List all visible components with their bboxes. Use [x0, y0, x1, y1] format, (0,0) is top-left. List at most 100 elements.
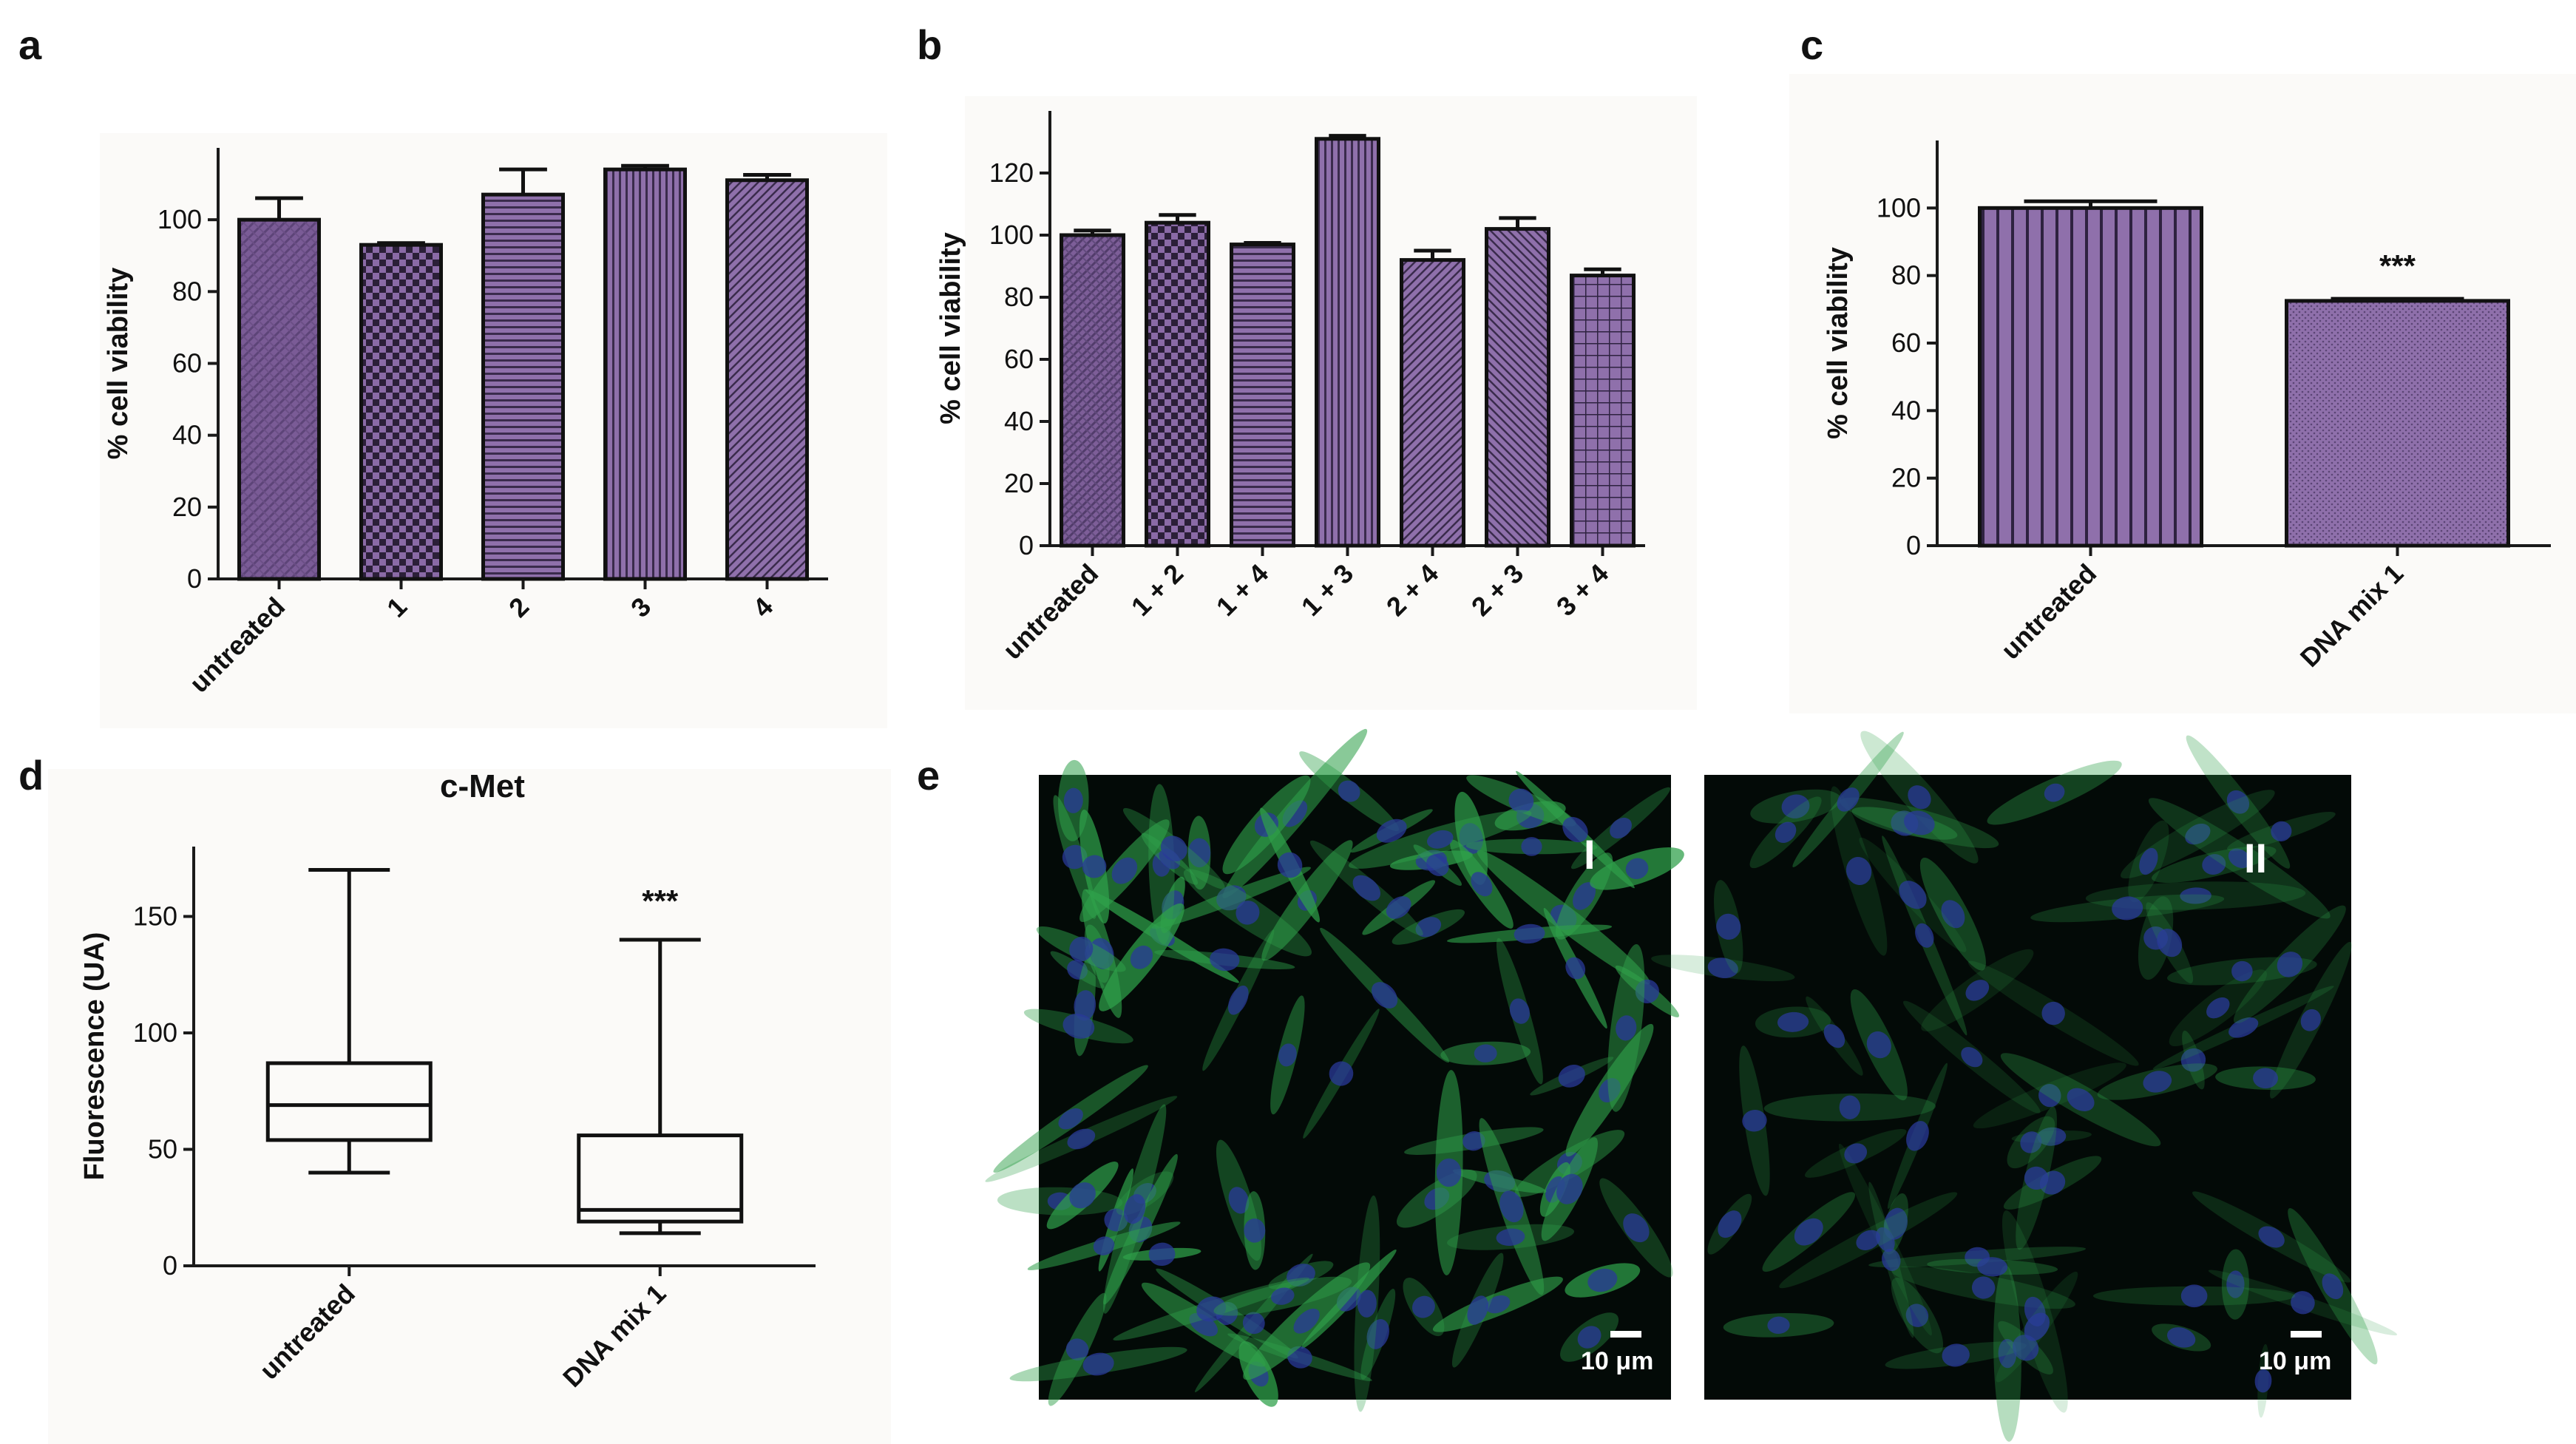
cell-nucleus [1742, 1110, 1767, 1132]
cell-nucleus [1823, 1024, 1845, 1048]
cell-nucleus [2253, 1068, 2279, 1089]
cell-nucleus [1366, 1319, 1389, 1349]
cell-nucleus [2024, 1166, 2049, 1190]
cell-nucleus [1216, 885, 1247, 911]
cell-nucleus [1277, 852, 1303, 878]
cell-nucleus [1069, 936, 1094, 962]
cell-nucleus [2143, 1071, 2172, 1093]
micrograph-1-cells [985, 728, 1684, 1412]
chart-b-bar-2 [1230, 243, 1295, 548]
cell-nucleus [2254, 1369, 2272, 1393]
cell-nucleus [2291, 1291, 2315, 1315]
cell-nucleus [1562, 816, 1588, 843]
cell-nucleus [2067, 1088, 2095, 1111]
cell-nucleus [1965, 980, 1990, 1001]
cell-nucleus [1856, 1230, 1881, 1250]
cell-nucleus [1839, 1095, 1861, 1119]
chart-a-y-tick-label: 20 [172, 492, 202, 522]
cell-nucleus [1148, 1242, 1176, 1267]
micrograph-1-label: I [1584, 831, 1596, 878]
chart-b-y-tick-label: 40 [1004, 406, 1034, 436]
chart-b-bar-1 [1145, 220, 1210, 548]
chart-a-y-tick-label: 60 [172, 348, 202, 379]
micrograph-1-scale-text: 10 μm [1581, 1347, 1653, 1375]
chart-b-y-tick-label: 20 [1004, 468, 1034, 498]
cell-nucleus [1338, 780, 1360, 802]
cell-nucleus [1716, 913, 1741, 940]
cell-nucleus [2180, 1048, 2206, 1072]
chart-a-bar-3 [603, 167, 687, 581]
chart-a-y-label: % cell viability [103, 268, 134, 460]
panel-letter-b: b [917, 21, 942, 68]
cell-nucleus [2112, 896, 2143, 921]
chart-a-bar-0 [237, 217, 321, 581]
panel-letter-a: a [18, 21, 42, 68]
chart-a-bar-1 [359, 243, 443, 581]
cell-nucleus [1942, 1343, 1970, 1367]
cell-nucleus [2166, 1327, 2196, 1348]
cell-nucleus [1352, 875, 1381, 901]
cell-nucleus [1556, 1173, 1583, 1204]
chart-a-y-tick-label: 80 [172, 276, 202, 306]
cell-nucleus [1521, 837, 1542, 856]
cell-nucleus [1371, 982, 1398, 1009]
cell-nucleus [1845, 856, 1872, 886]
chart-c-bar-0 [1978, 206, 2203, 548]
chart-d-y-label: Fluorescence (UA) [79, 932, 110, 1181]
cell-nucleus [1196, 1296, 1227, 1322]
micrograph-2-scale-text: 10 μm [2259, 1347, 2331, 1375]
cell-nucleus [1329, 1061, 1354, 1086]
cell-nucleus [2271, 821, 2292, 841]
cell-nucleus [1908, 785, 1931, 810]
cell-nucleus [2185, 823, 2211, 845]
cell-nucleus [2012, 1335, 2039, 1361]
cell-nucleus [1236, 901, 1260, 925]
cell-nucleus [1573, 882, 1596, 910]
cell-nucleus [2258, 1226, 2285, 1248]
panel-letter-e: e [917, 752, 940, 799]
cell-nucleus [2139, 847, 2158, 875]
chart-c-y-tick-label: 100 [1877, 192, 1921, 223]
cell-nucleus [1794, 1218, 1823, 1246]
cell-nucleus [1271, 1287, 1295, 1305]
cell-nucleus [1625, 858, 1649, 880]
micrograph-1: I 10 μm [985, 728, 1684, 1412]
cell-nucleus [1426, 854, 1449, 876]
cell-nucleus [2322, 1273, 2344, 1300]
chart-c-y-label: % cell viability [1823, 247, 1854, 439]
cell-nucleus [1415, 917, 1442, 938]
cell-nucleus [1587, 1268, 1618, 1292]
chart-b-bar-4 [1400, 258, 1465, 548]
cell-nucleus [2228, 848, 2251, 869]
cell-nucleus [1093, 1236, 1115, 1255]
chart-c-y-tick-label: 60 [1891, 328, 1921, 358]
cell-nucleus [1130, 945, 1153, 969]
cell-nucleus [2157, 929, 2183, 957]
cell-nucleus [1471, 872, 1493, 897]
micrograph-2-cells [1651, 731, 2398, 1442]
cell-nucleus [1915, 923, 1934, 948]
cell-nucleus [1610, 817, 1632, 839]
cell-nucleus [1971, 1276, 1996, 1299]
cell-nucleus [1941, 900, 1965, 929]
chart-d-significance: *** [642, 884, 679, 918]
chart-c-bar-1 [2285, 299, 2510, 548]
cell-nucleus [1866, 1031, 1891, 1059]
cell-nucleus [1123, 1194, 1146, 1224]
cell-nucleus [1577, 1326, 1601, 1349]
cell-nucleus [2228, 1017, 2259, 1038]
cell-nucleus [1227, 986, 1249, 1015]
chart-a-bar-4 [725, 178, 809, 581]
chart-b-y-tick-label: 0 [1019, 530, 1034, 560]
cell-nucleus [1436, 1158, 1462, 1187]
cell-nucleus [1616, 1015, 1637, 1041]
chart-b-bar-3 [1315, 137, 1380, 548]
cell-nucleus [1844, 1143, 1868, 1164]
cell-nucleus [1376, 818, 1407, 843]
cell-nucleus [2202, 854, 2226, 875]
cell-nucleus [1508, 788, 1534, 813]
micrograph-2-background [1704, 775, 2351, 1400]
cell-nucleus [1386, 896, 1411, 919]
cell-nucleus [1411, 1295, 1435, 1318]
